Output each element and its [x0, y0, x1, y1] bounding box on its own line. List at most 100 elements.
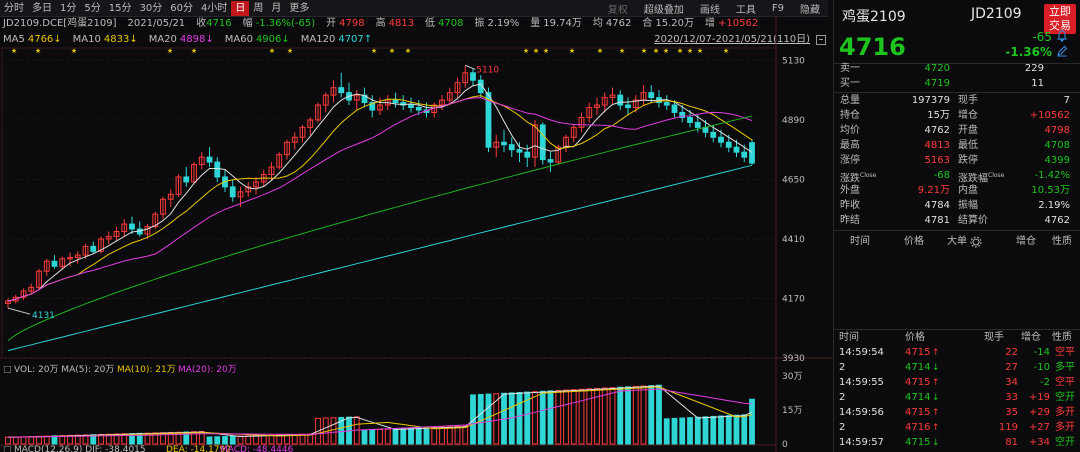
- candle-body: [198, 156, 205, 166]
- kline-chart[interactable]: 5130 4890 4650 4410 4170 3930 ★ ★ ★ ★ ★ ★ ★ ★ ★ ★ ★ ★ ★ ★ ★ ★…: [0, 0, 833, 452]
- volume-bar: [601, 387, 608, 445]
- quote-label: 涨停: [840, 155, 860, 166]
- fuquan-button[interactable]: 复权: [607, 4, 628, 16]
- candle-body: [617, 94, 624, 106]
- col-time: 时间: [850, 236, 870, 247]
- candle-body: [679, 111, 686, 118]
- arrow-down-icon: ↓: [932, 438, 940, 448]
- tab-5min[interactable]: 5分: [84, 2, 101, 14]
- tick-row: 14:59:56 4715 ↑ 35 +29 多开: [834, 406, 1080, 420]
- tab-30min[interactable]: 30分: [139, 2, 163, 14]
- tick-nature: 空开: [1055, 437, 1075, 448]
- event-star-icon: ★: [389, 47, 395, 55]
- tab-1min[interactable]: 1分: [60, 2, 77, 14]
- tab-day[interactable]: 日: [231, 0, 250, 16]
- quote-row: 最高 4813 最低 4708: [834, 139, 1080, 153]
- candle-body: [578, 116, 585, 128]
- tick-row: 2 4716 ↑ 119 +27 多开: [834, 421, 1080, 435]
- collapse-icon[interactable]: [816, 35, 826, 45]
- vol-tick: 15万: [782, 406, 802, 416]
- candle-body: [129, 223, 135, 230]
- quote-value: -68: [933, 170, 950, 181]
- tab-week[interactable]: 周: [253, 2, 264, 14]
- ask-row: 卖一 4720 229: [834, 62, 1080, 76]
- volume-bar: [694, 416, 701, 445]
- tick-volume: 81: [1005, 437, 1018, 448]
- bar-date: 2021/05/21: [127, 18, 186, 29]
- tick-time: 14:59:55: [839, 377, 884, 388]
- ma-legend-row: MA5 4766↓ MA10 4833↓ MA20 4898↓ MA60 4906↓ M…: [3, 33, 828, 47]
- event-star-icon: ★: [723, 47, 729, 55]
- volume-bar: [28, 436, 35, 445]
- candle-body: [28, 286, 35, 292]
- quote-value: +10562: [1029, 110, 1070, 121]
- tab-multiday[interactable]: 多日: [32, 2, 52, 14]
- quote-value: 4798: [1044, 125, 1070, 136]
- col-volume: 现手: [984, 332, 1004, 343]
- close-value: 4716: [206, 18, 232, 29]
- big-order-header: 时间 价格 大单 增仓 性质: [834, 234, 1080, 250]
- col-big-order: 大单: [947, 236, 967, 247]
- candle-body: [462, 72, 469, 84]
- overlay-button[interactable]: 超级叠加: [643, 4, 684, 16]
- candle-body: [570, 126, 577, 138]
- settings-icon[interactable]: [970, 234, 982, 256]
- tab-4hour[interactable]: 4小时: [200, 2, 228, 14]
- tab-60min[interactable]: 60分: [170, 2, 193, 14]
- oi-change-value: +10562: [718, 18, 759, 29]
- quote-value: 4708: [1044, 140, 1070, 151]
- col-oi-change: 增仓: [1021, 332, 1041, 343]
- tab-fenshi[interactable]: 分时: [4, 2, 24, 14]
- volume-bar: [656, 384, 662, 445]
- tab-month[interactable]: 月: [271, 2, 282, 14]
- candle-body: [206, 156, 213, 163]
- tab-more[interactable]: 更多: [289, 2, 310, 14]
- macd-value-legend: MACD: -48.4446: [220, 445, 294, 452]
- f9-button[interactable]: F9: [771, 2, 784, 14]
- quote-value: 4813: [924, 140, 950, 151]
- ma20-value: 4898↓: [179, 34, 214, 45]
- price-change-pct: -1.36%: [1005, 45, 1052, 59]
- tab-15min[interactable]: 15分: [108, 2, 132, 14]
- quote-label: 昨收: [840, 200, 860, 211]
- tick-oi-change: -10: [1033, 362, 1050, 373]
- volume-bar: [749, 398, 755, 445]
- candle-body: [175, 176, 182, 195]
- amp-value: 2.19%: [487, 18, 520, 29]
- alert-icon[interactable]: [1056, 30, 1068, 42]
- event-star-icon: ★: [543, 47, 549, 55]
- candle-body: [322, 94, 329, 106]
- volume-bar: [5, 436, 11, 445]
- price-panel-frame: [1, 47, 777, 359]
- tick-price: 4715: [905, 407, 931, 418]
- edit-icon[interactable]: [1056, 45, 1068, 57]
- quick-trade-label-2: 交易: [1049, 19, 1071, 32]
- hide-button[interactable]: 隐藏: [800, 4, 820, 16]
- quick-trade-button[interactable]: 立即 交易: [1044, 4, 1076, 34]
- quote-value: 197379: [911, 95, 950, 106]
- tools-button[interactable]: 工具: [735, 4, 756, 16]
- tick-time: 14:59:57: [839, 437, 884, 448]
- divider: [834, 230, 1080, 231]
- volume-bar: [400, 428, 407, 445]
- date-range-text[interactable]: 2020/12/07-2021/05/21(110日): [654, 34, 810, 45]
- col-price: 价格: [904, 236, 924, 247]
- candle-body: [67, 257, 73, 260]
- volume-bar: [415, 427, 422, 445]
- volume-bar: [485, 393, 492, 445]
- volume-bar: [648, 385, 655, 445]
- vol-tick: 0: [782, 440, 788, 450]
- price-tick: 3930: [782, 354, 805, 364]
- quote-row: 外盘 9.21万 内盘 10.53万: [834, 184, 1080, 198]
- draw-line-button[interactable]: 画线: [699, 4, 720, 16]
- event-star-icon: ★: [597, 47, 603, 55]
- volume-bar: [640, 385, 647, 445]
- candle-body: [245, 186, 252, 193]
- price-change: -65: [1032, 30, 1052, 44]
- tick-nature: 空平: [1055, 377, 1075, 388]
- quote-label: 总量: [840, 95, 860, 106]
- candle-body: [90, 245, 97, 252]
- candle-body: [291, 136, 298, 143]
- candle-body: [493, 141, 500, 148]
- candle-body: [749, 142, 755, 164]
